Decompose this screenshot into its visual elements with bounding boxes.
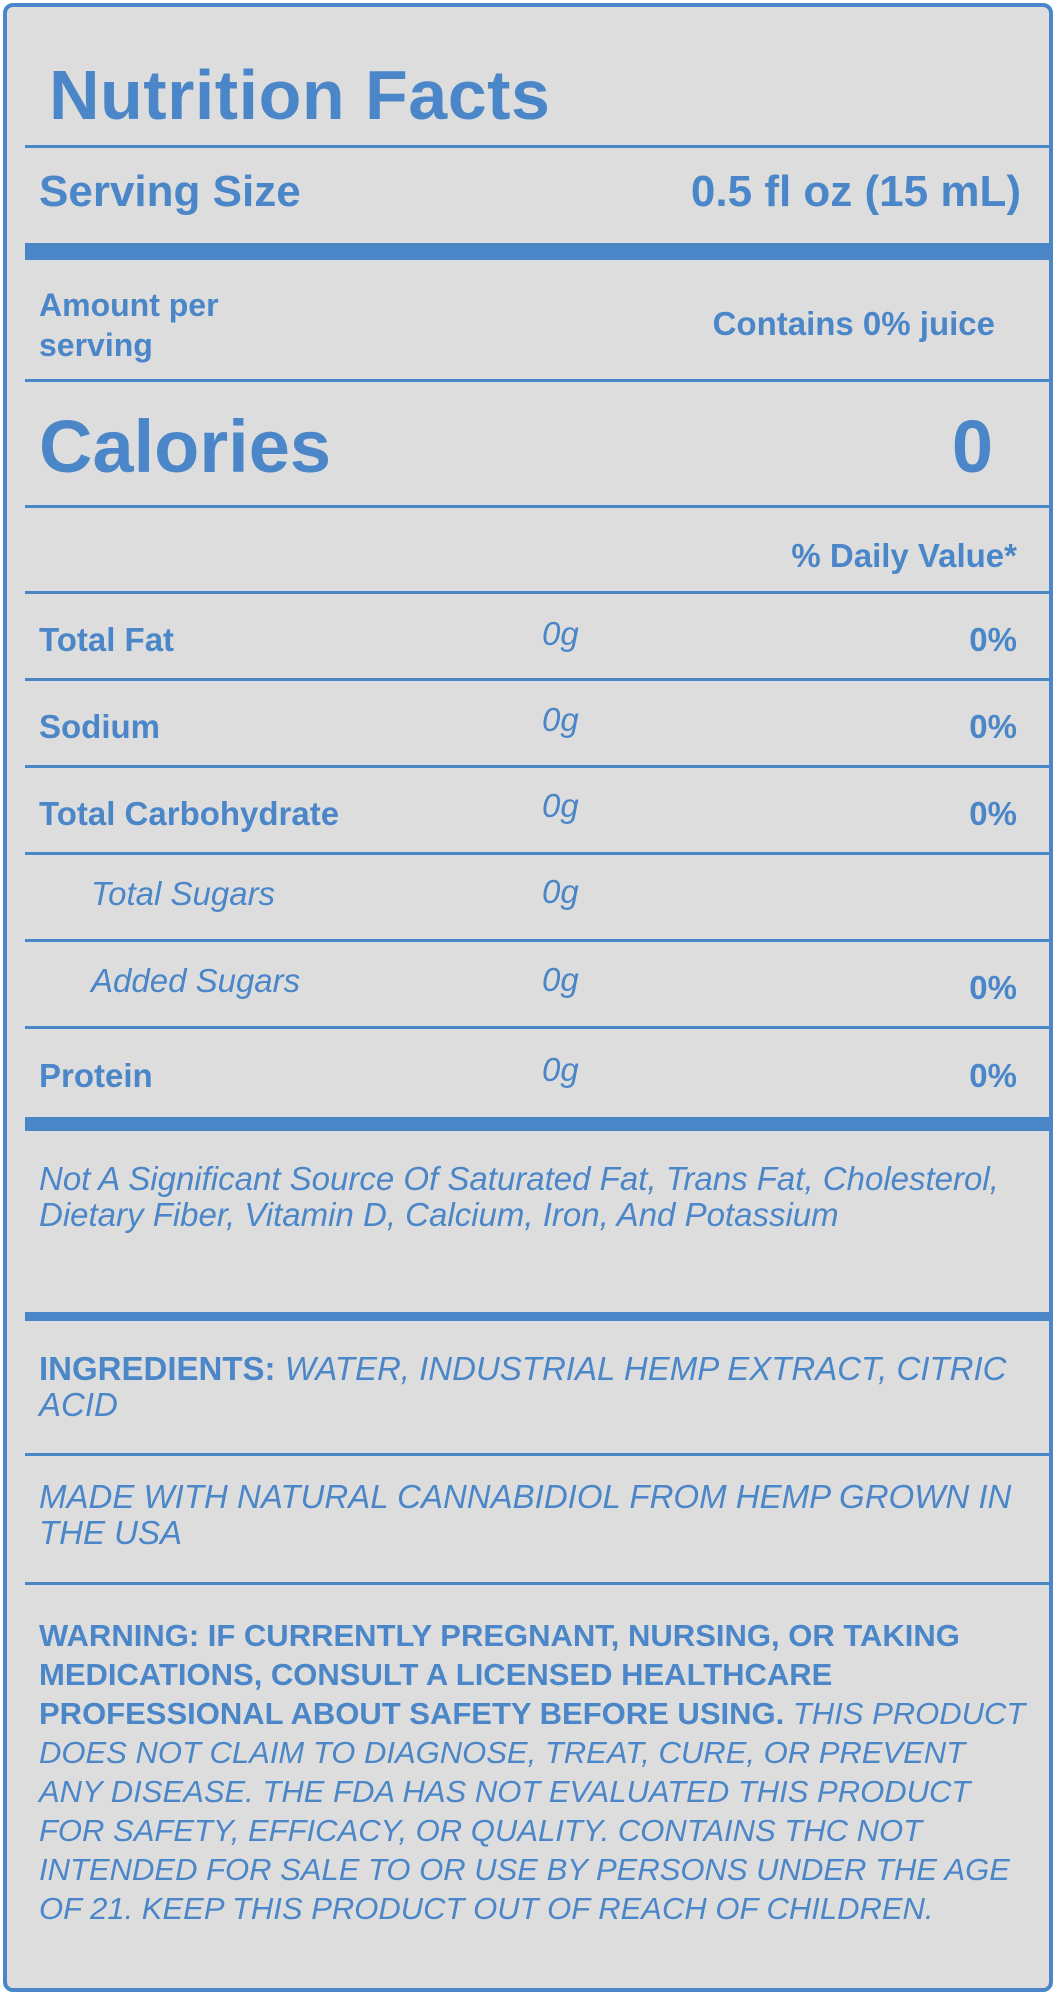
- calories-label: Calories: [39, 405, 332, 488]
- divider: [25, 379, 1049, 382]
- nutrient-name-total-carbohydrate: Total Carbohydrate: [39, 795, 340, 832]
- serving-size-value: 0.5 fl oz (15 mL): [690, 167, 1021, 216]
- warning-italic-text: THIS PRODUCT DOES NOT CLAIM TO DIAGNOSE,…: [39, 1696, 1026, 1926]
- daily-value-header: % Daily Value*: [791, 537, 1017, 574]
- nutrient-dv-added-sugars: 0%: [969, 969, 1017, 1006]
- divider: [25, 591, 1049, 594]
- nutrient-name-sodium: Sodium: [39, 708, 160, 745]
- nutrient-dv-sodium: 0%: [969, 708, 1017, 745]
- calories-value: 0: [951, 405, 993, 488]
- divider: [25, 1453, 1049, 1456]
- divider: [25, 765, 1049, 768]
- divider: [25, 678, 1049, 681]
- nutrient-amount-sodium: 0g: [542, 701, 579, 738]
- nutrient-dv-total-fat: 0%: [969, 621, 1017, 658]
- ingredients-block: INGREDIENTS: WATER, INDUSTRIAL HEMP EXTR…: [39, 1351, 1029, 1423]
- not-significant-note: Not A Significant Source Of Saturated Fa…: [39, 1160, 999, 1233]
- divider: [25, 1026, 1049, 1029]
- divider-thick: [25, 1117, 1049, 1131]
- nutrient-name-total-fat: Total Fat: [39, 621, 175, 658]
- divider: [25, 1582, 1049, 1585]
- label-title: Nutrition Facts: [49, 56, 551, 134]
- nutrient-name-added-sugars: Added Sugars: [91, 962, 301, 999]
- ingredients-label: INGREDIENTS:: [39, 1350, 276, 1387]
- serving-size-label: Serving Size: [39, 167, 301, 216]
- nutrient-name-total-sugars: Total Sugars: [91, 875, 276, 912]
- nutrient-dv-protein: 0%: [969, 1057, 1017, 1094]
- divider-thick: [25, 243, 1049, 260]
- amount-per-serving-label: Amount per serving: [39, 287, 219, 363]
- divider-medium: [25, 1312, 1049, 1321]
- warning-block: WARNING: IF CURRENTLY PREGNANT, NURSING,…: [39, 1616, 1029, 1928]
- nutrient-amount-protein: 0g: [542, 1051, 579, 1088]
- divider: [25, 852, 1049, 855]
- divider: [25, 939, 1049, 942]
- nutrition-facts-panel: Nutrition Facts Serving Size 0.5 fl oz (…: [3, 3, 1053, 1992]
- divider: [25, 145, 1049, 148]
- nutrient-dv-total-carbohydrate: 0%: [969, 795, 1017, 832]
- ingredients-text: WATER, INDUSTRIAL HEMP EXTRACT, CITRIC A…: [39, 1350, 1007, 1423]
- nutrient-amount-total-sugars: 0g: [542, 873, 579, 910]
- nutrient-name-protein: Protein: [39, 1057, 153, 1094]
- nutrient-amount-total-carbohydrate: 0g: [542, 787, 579, 824]
- nutrient-amount-total-fat: 0g: [542, 615, 579, 652]
- nutrient-amount-added-sugars: 0g: [542, 961, 579, 998]
- divider: [25, 505, 1049, 508]
- juice-note: Contains 0% juice: [712, 305, 995, 342]
- origin-note: MADE WITH NATURAL CANNABIDIOL FROM HEMP …: [39, 1478, 1012, 1551]
- warning-bold-text: WARNING: IF CURRENTLY PREGNANT, NURSING,…: [39, 1618, 960, 1731]
